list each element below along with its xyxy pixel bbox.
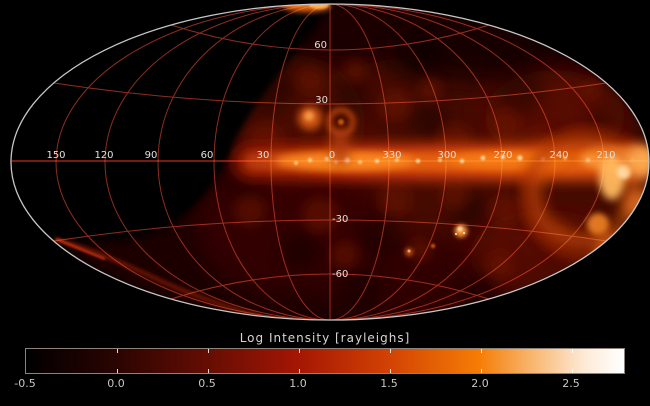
colorbar-tick-mark — [117, 369, 118, 373]
colorbar-tick-label: 0.0 — [107, 377, 125, 390]
lon-label: 270 — [493, 150, 512, 161]
colorbar-tick-mark — [390, 349, 391, 353]
smc-blob — [405, 244, 435, 256]
colorbar-tick-mark — [299, 369, 300, 373]
latitude-labels: 60 30 -30 -60 — [314, 40, 348, 280]
longitude-labels: 150 120 90 60 30 0 330 300 270 240 210 — [46, 150, 615, 161]
lon-label: 300 — [437, 150, 456, 161]
colorbar-tick-mark — [117, 349, 118, 353]
lat-label: 60 — [314, 40, 327, 51]
colorbar-gradient — [25, 348, 625, 374]
colorbar-tick-mark — [390, 369, 391, 373]
colorbar-title: Log Intensity [rayleighs] — [239, 331, 411, 345]
colorbar-tick-mark — [208, 349, 209, 353]
lon-label: 240 — [549, 150, 568, 161]
lat-label: -60 — [332, 269, 348, 280]
map-outline — [10, 3, 650, 321]
colorbar-tick-label: 1.0 — [289, 377, 307, 390]
colorbar-tick-mark — [299, 349, 300, 353]
colorbar-tick-mark — [208, 369, 209, 373]
colorbar-tick-mark — [572, 369, 573, 373]
lon-label: 90 — [145, 150, 158, 161]
colorbar-tick-label: -0.5 — [14, 377, 36, 390]
colorbar-tick-mark — [481, 349, 482, 353]
light-mottle — [234, 58, 600, 279]
colorbar-tick-label: 2.0 — [471, 377, 489, 390]
lon-label: 120 — [94, 150, 113, 161]
lmc-blob — [454, 224, 468, 238]
lon-label: 30 — [257, 150, 270, 161]
graticule — [53, 4, 607, 320]
colorbar-tick-mark — [572, 349, 573, 353]
lon-label: 150 — [46, 150, 65, 161]
colorbar-tick-mark — [481, 369, 482, 373]
lat-label: -30 — [332, 214, 348, 225]
colorbar-tick-label: 1.5 — [380, 377, 398, 390]
lon-label: 60 — [201, 150, 214, 161]
zeta-oph-blob — [298, 106, 356, 164]
lat-label: 30 — [315, 95, 328, 106]
lon-label: 330 — [382, 150, 401, 161]
galactic-plane-band — [232, 143, 649, 181]
lon-label: 210 — [596, 150, 615, 161]
colorbar-tick-label: 0.5 — [198, 377, 216, 390]
lon-label: 0 — [329, 150, 335, 161]
sky-map: 150 120 90 60 30 0 330 300 270 240 210 6… — [10, 3, 650, 321]
emission-layer — [11, 4, 649, 320]
survey-boundary-streak — [54, 237, 261, 318]
colorbar-tick-label: 2.5 — [562, 377, 580, 390]
